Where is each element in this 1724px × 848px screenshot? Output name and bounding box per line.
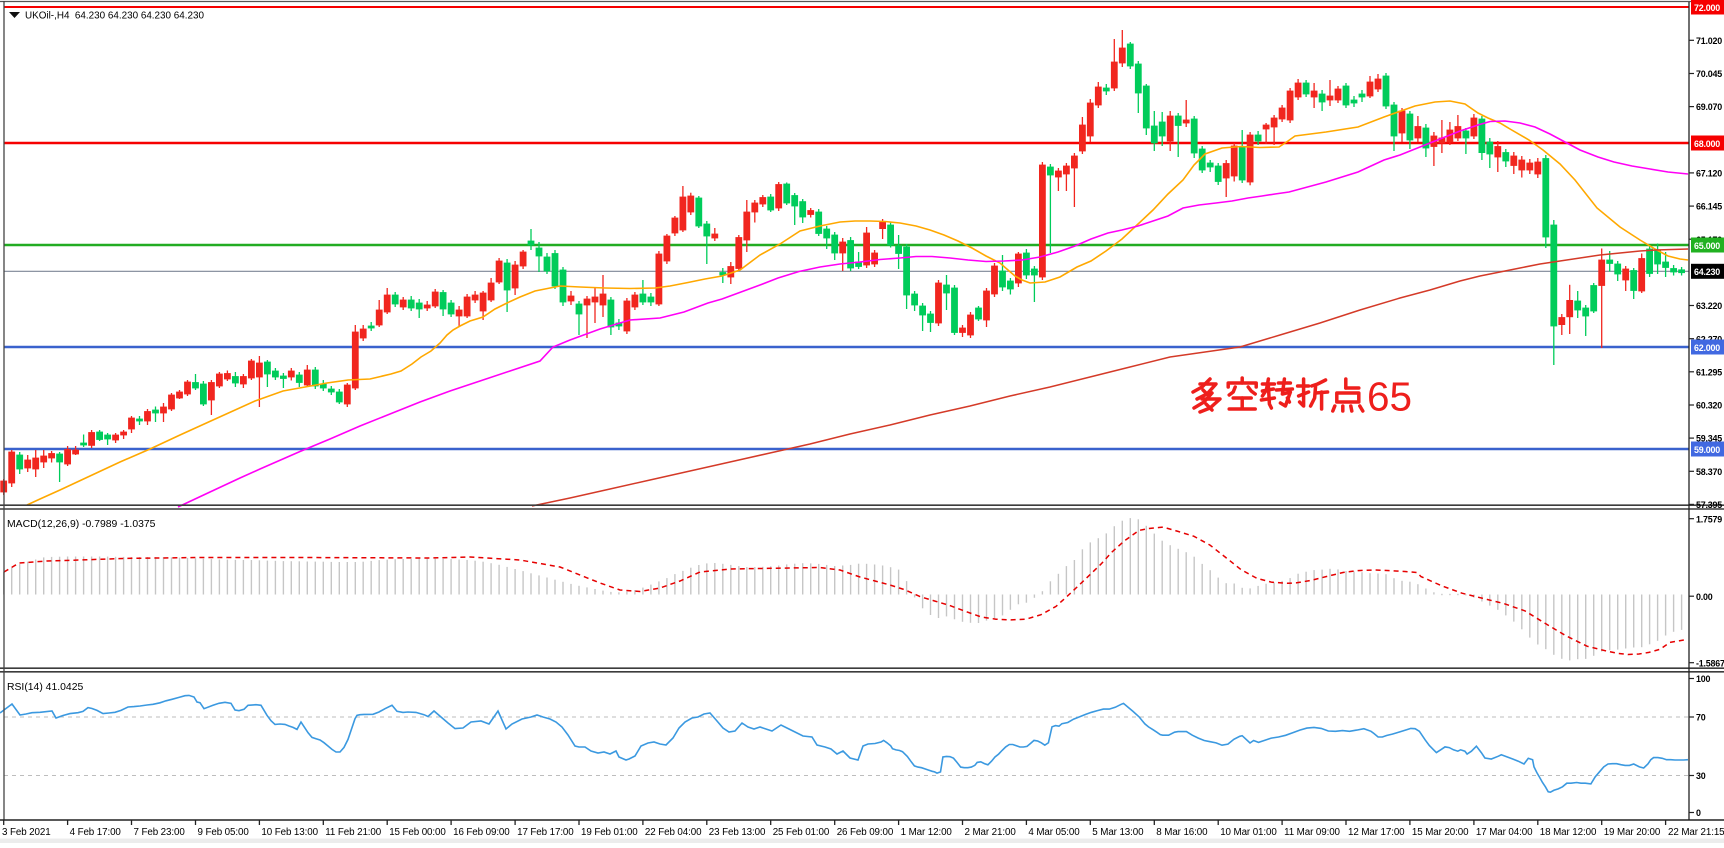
svg-text:17 Feb 17:00: 17 Feb 17:00 [517, 827, 574, 838]
svg-text:67.120: 67.120 [1696, 169, 1722, 179]
svg-text:19 Mar 20:00: 19 Mar 20:00 [1604, 827, 1661, 838]
svg-text:UKOil-,H4 64.230 64.230 64.23: UKOil-,H4 64.230 64.230 64.230 64.230 [25, 11, 204, 22]
svg-text:12 Mar 17:00: 12 Mar 17:00 [1348, 827, 1405, 838]
svg-text:60.320: 60.320 [1696, 401, 1722, 411]
svg-text:11 Mar 09:00: 11 Mar 09:00 [1284, 827, 1340, 838]
svg-text:65.000: 65.000 [1694, 241, 1720, 251]
svg-text:MACD(12,26,9) -0.7989 -1.0375: MACD(12,26,9) -0.7989 -1.0375 [7, 519, 156, 530]
svg-text:59.000: 59.000 [1694, 445, 1720, 455]
svg-text:1 Mar 12:00: 1 Mar 12:00 [901, 827, 953, 838]
svg-text:11 Feb 21:00: 11 Feb 21:00 [325, 827, 381, 838]
svg-text:69.070: 69.070 [1696, 102, 1722, 112]
svg-text:65: 65 [1367, 374, 1412, 420]
svg-text:70.045: 70.045 [1696, 69, 1722, 79]
svg-text:0: 0 [1696, 808, 1701, 818]
svg-text:10 Mar 01:00: 10 Mar 01:00 [1220, 827, 1277, 838]
svg-text:19 Feb 01:00: 19 Feb 01:00 [581, 827, 638, 838]
svg-text:100: 100 [1696, 674, 1710, 684]
svg-text:4 Feb 17:00: 4 Feb 17:00 [70, 827, 122, 838]
svg-text:0.00: 0.00 [1696, 592, 1713, 602]
svg-text:7 Feb 23:00: 7 Feb 23:00 [134, 827, 186, 838]
svg-text:2 Mar 21:00: 2 Mar 21:00 [965, 827, 1017, 838]
svg-text:59.345: 59.345 [1696, 434, 1722, 444]
svg-text:25 Feb 01:00: 25 Feb 01:00 [773, 827, 830, 838]
svg-text:22 Mar 21:15: 22 Mar 21:15 [1668, 827, 1724, 838]
svg-text:1.7579: 1.7579 [1696, 514, 1722, 524]
svg-text:23 Feb 13:00: 23 Feb 13:00 [709, 827, 766, 838]
svg-text:72.000: 72.000 [1694, 3, 1720, 13]
svg-text:70: 70 [1696, 713, 1706, 723]
svg-text:3 Feb 2021: 3 Feb 2021 [2, 827, 51, 838]
svg-text:RSI(14) 41.0425: RSI(14) 41.0425 [7, 682, 83, 693]
svg-text:-1.5867: -1.5867 [1696, 658, 1724, 668]
svg-text:18 Mar 12:00: 18 Mar 12:00 [1540, 827, 1597, 838]
svg-text:5 Mar 13:00: 5 Mar 13:00 [1092, 827, 1144, 838]
svg-text:8 Mar 16:00: 8 Mar 16:00 [1156, 827, 1208, 838]
svg-text:15 Mar 20:00: 15 Mar 20:00 [1412, 827, 1469, 838]
svg-text:66.145: 66.145 [1696, 202, 1722, 212]
svg-text:62.270: 62.270 [1696, 334, 1722, 344]
svg-text:4 Mar 05:00: 4 Mar 05:00 [1028, 827, 1080, 838]
svg-text:61.295: 61.295 [1696, 367, 1722, 377]
svg-text:58.370: 58.370 [1696, 467, 1722, 477]
svg-text:71.020: 71.020 [1696, 36, 1722, 46]
svg-text:17 Mar 04:00: 17 Mar 04:00 [1476, 827, 1533, 838]
svg-text:62.000: 62.000 [1694, 343, 1720, 353]
svg-text:57.395: 57.395 [1696, 500, 1722, 510]
svg-text:64.230: 64.230 [1694, 267, 1720, 277]
svg-text:22 Feb 04:00: 22 Feb 04:00 [645, 827, 702, 838]
svg-text:9 Feb 05:00: 9 Feb 05:00 [198, 827, 250, 838]
svg-text:15 Feb 00:00: 15 Feb 00:00 [389, 827, 446, 838]
svg-text:26 Feb 09:00: 26 Feb 09:00 [837, 827, 894, 838]
svg-text:10 Feb 13:00: 10 Feb 13:00 [261, 827, 318, 838]
svg-text:63.220: 63.220 [1696, 301, 1722, 311]
svg-text:68.000: 68.000 [1694, 139, 1720, 149]
svg-text:16 Feb 09:00: 16 Feb 09:00 [453, 827, 510, 838]
svg-text:30: 30 [1696, 771, 1706, 781]
